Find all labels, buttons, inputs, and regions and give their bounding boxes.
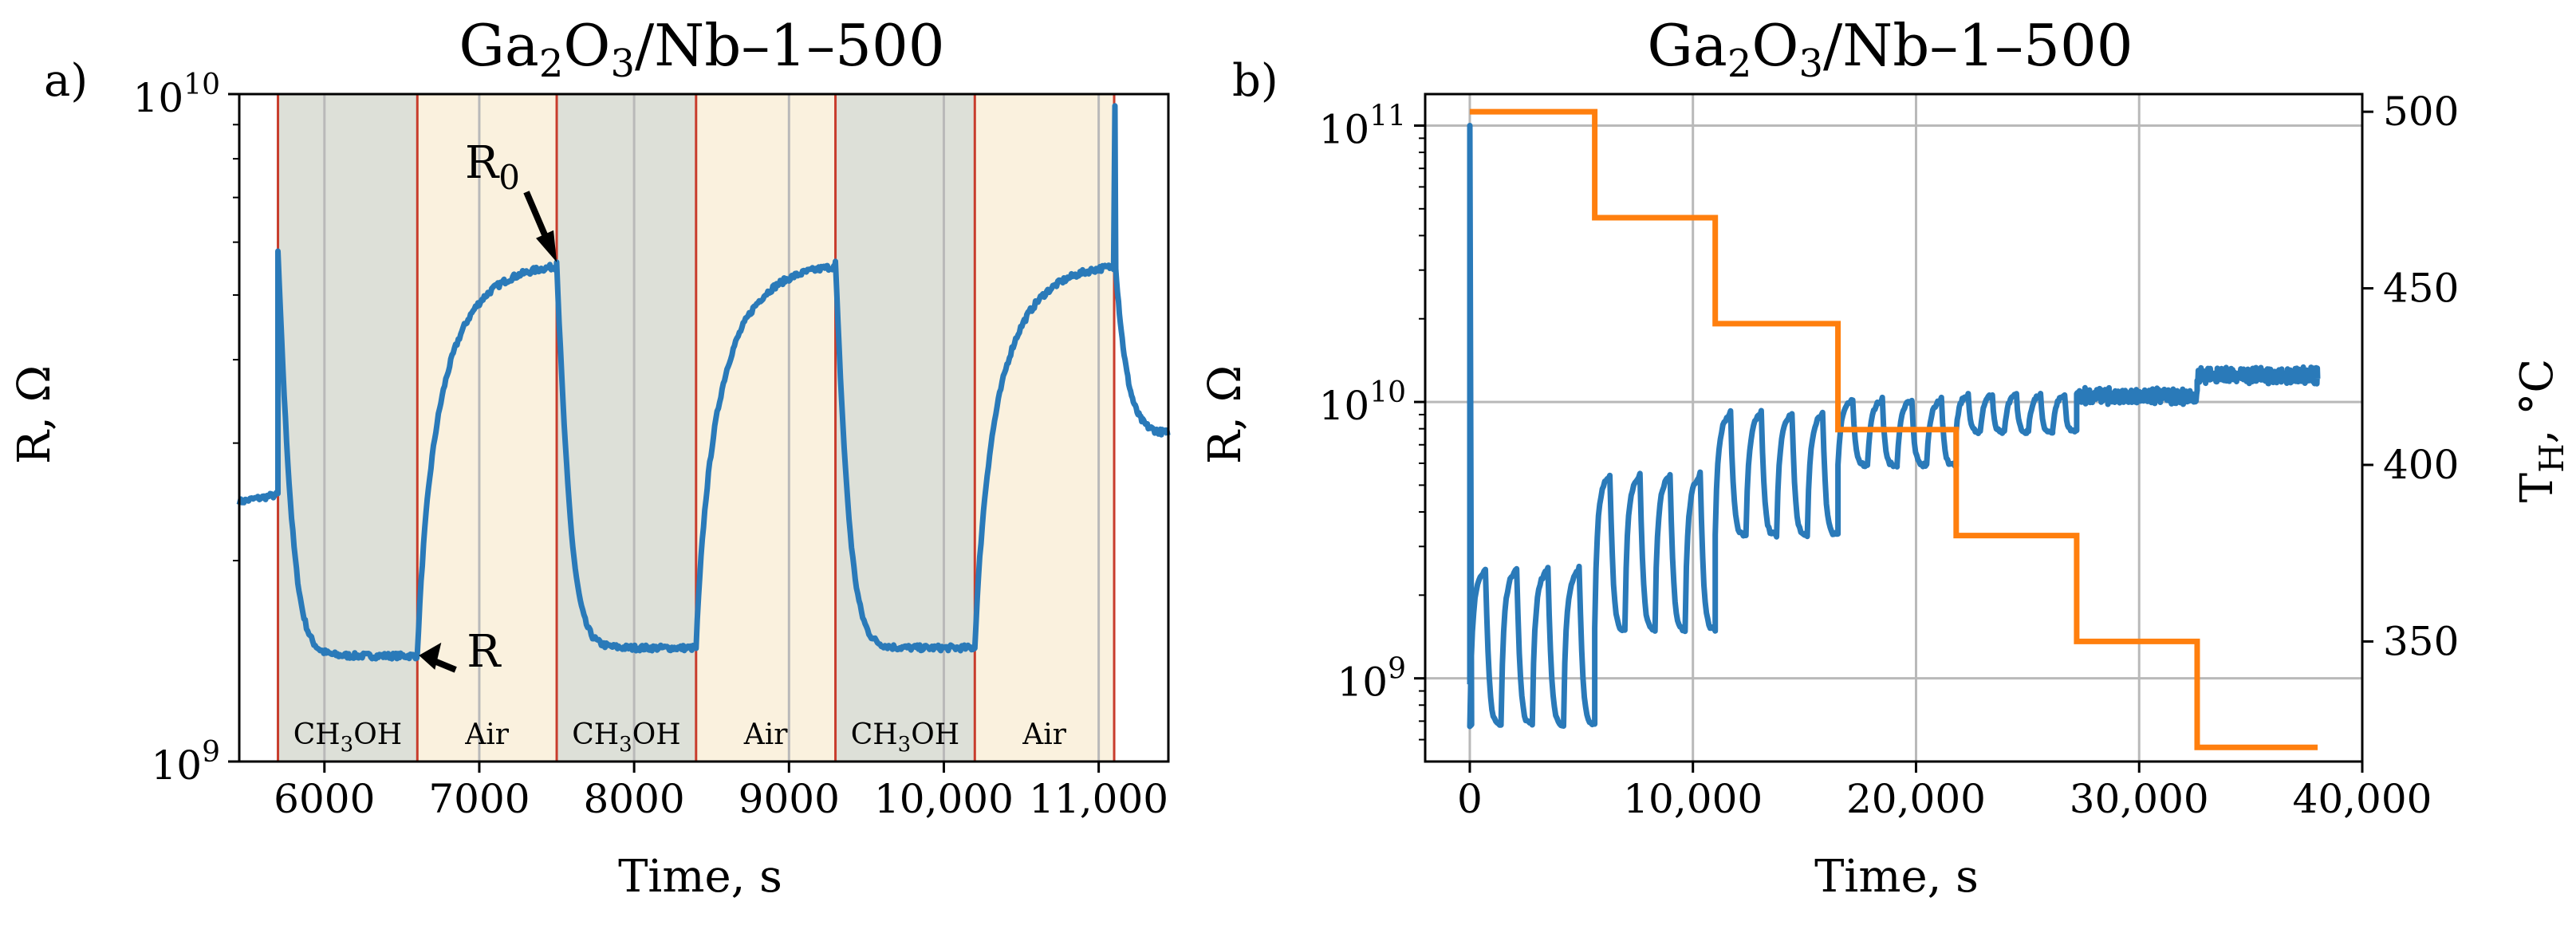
panel-a-chart: a) Ga2O3/Nb–1–500 CH3OH Air CH3OH Air CH3OH A… (9, 12, 1171, 903)
panel-a-y-label: R, Ω (9, 365, 61, 464)
panel-a-x-label: Time, s (618, 851, 782, 903)
r0-label: R0 (465, 137, 520, 197)
y-tick-label-3: 1011 (1319, 100, 1406, 152)
region-band-4 (695, 94, 836, 762)
x-tick-label-2: 10,000 (1623, 776, 1763, 822)
panel-b-right-y-label: TH, °C (2511, 359, 2571, 502)
x-tick-label-5: 10,000 (874, 776, 1014, 822)
x-tick-label-4: 9000 (739, 776, 840, 822)
x-tick-label-1: 0 (1457, 776, 1483, 822)
panel-b-left-y-label: R, Ω (1199, 365, 1251, 464)
panel-a-annotations: R0 R (419, 137, 557, 678)
x-tick-label-3: 20,000 (1846, 776, 1986, 822)
panel-a-axes-frame (238, 92, 1170, 763)
r0-arrow-head (536, 230, 557, 262)
panel-a-title: Ga2O3/Nb–1–500 (459, 12, 944, 86)
region-label-1: CH3OH (293, 718, 402, 757)
region-band-3 (557, 94, 696, 762)
x-tick-label-5: 40,000 (2293, 776, 2432, 822)
panel-b-title: Ga2O3/Nb–1–500 (1647, 12, 2133, 86)
x-tick-label-1: 6000 (274, 776, 375, 822)
r-arrow-head (419, 642, 442, 670)
region-band-5 (835, 94, 975, 762)
right-tick-label-4: 500 (2383, 89, 2459, 135)
region-label-6: Air (1022, 718, 1067, 751)
panel-b-resistance-line (1467, 123, 2321, 730)
right-tick-label-1: 350 (2383, 618, 2459, 664)
x-tick-label-2: 7000 (428, 776, 530, 822)
region-label-2: Air (464, 718, 510, 751)
panel-b-right-y-axis: 350 400 450 500 (2362, 89, 2459, 664)
panel-b-axes-frame (1424, 92, 2364, 763)
region-label-4: Air (743, 718, 789, 751)
y-tick-label-2: 1010 (133, 69, 220, 121)
region-label-5: CH3OH (851, 718, 959, 757)
panel-a-region-labels: CH3OH Air CH3OH Air CH3OH Air (293, 718, 1067, 757)
y-tick-label-1: 109 (1337, 653, 1406, 706)
right-tick-label-2: 400 (2383, 442, 2459, 488)
r-label: R (467, 626, 502, 678)
panel-b-x-axis: 0 10,000 20,000 30,000 40,000 (1457, 762, 2432, 822)
panel-a-label: a) (44, 55, 88, 107)
panel-a-resistance-line (236, 103, 1171, 662)
region-band-6 (975, 94, 1115, 762)
y-tick-label-2: 1010 (1319, 376, 1406, 429)
panel-b-x-label: Time, s (1814, 851, 1979, 903)
region-band-1 (278, 94, 418, 762)
panel-b-chart: b) Ga2O3/Nb–1–500 0 10,000 20,000 30,000 40,… (1199, 12, 2571, 903)
region-label-3: CH3OH (572, 718, 680, 757)
panel-b-temperature-line (1469, 108, 2318, 750)
x-tick-label-6: 11,000 (1029, 776, 1168, 822)
panel-b-label: b) (1232, 55, 1278, 107)
panel-b-left-y-axis: 109 1010 1011 (1319, 100, 1425, 741)
y-tick-label-1: 109 (151, 736, 220, 789)
panel-a-y-axis: 109 1010 (133, 69, 239, 789)
x-tick-label-4: 30,000 (2070, 776, 2209, 822)
panel-a-x-axis: 6000 7000 8000 9000 10,000 11,000 (274, 762, 1168, 822)
right-tick-label-3: 450 (2383, 266, 2459, 312)
x-tick-label-3: 8000 (584, 776, 685, 822)
